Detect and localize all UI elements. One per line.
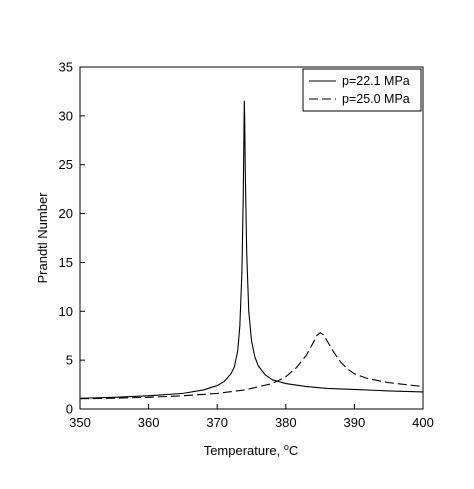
x-axis-title: Temperature, oC (204, 442, 299, 458)
legend-label-series-2: p=25.0 MPa (342, 92, 410, 106)
y-tick-label: 20 (59, 206, 73, 221)
x-tick-label: 390 (344, 415, 366, 430)
y-tick-label: 25 (59, 157, 73, 172)
y-tick-label: 0 (66, 402, 73, 417)
x-axis-title-main: Temperature, (204, 443, 284, 458)
x-axis-title-unit: C (289, 443, 298, 458)
x-tick-label: 350 (69, 415, 91, 430)
y-tick-label: 5 (66, 353, 73, 368)
y-tick-label: 15 (59, 255, 73, 270)
y-tick-label: 10 (59, 304, 73, 319)
x-tick-label: 400 (412, 415, 434, 430)
legend-label-series-1: p=22.1 MPa (342, 74, 410, 88)
y-axis: 0 5 10 15 20 25 30 35 (59, 60, 85, 417)
x-tick-label: 380 (275, 415, 297, 430)
x-axis: 350 360 370 380 390 400 (69, 404, 434, 430)
y-axis-title: Prandtl Number (35, 192, 50, 284)
x-tick-label: 370 (206, 415, 228, 430)
legend: p=22.1 MPa p=25.0 MPa (302, 68, 422, 112)
legend-box (302, 68, 422, 112)
series-layer (79, 100, 424, 400)
x-axis-title-superscript: o (284, 442, 289, 452)
y-tick-label: 30 (59, 108, 73, 123)
series-line-1 (79, 100, 424, 399)
series-line-2 (79, 332, 424, 400)
x-tick-label: 360 (138, 415, 160, 430)
y-tick-label: 35 (59, 60, 73, 75)
plot-frame (79, 66, 424, 410)
